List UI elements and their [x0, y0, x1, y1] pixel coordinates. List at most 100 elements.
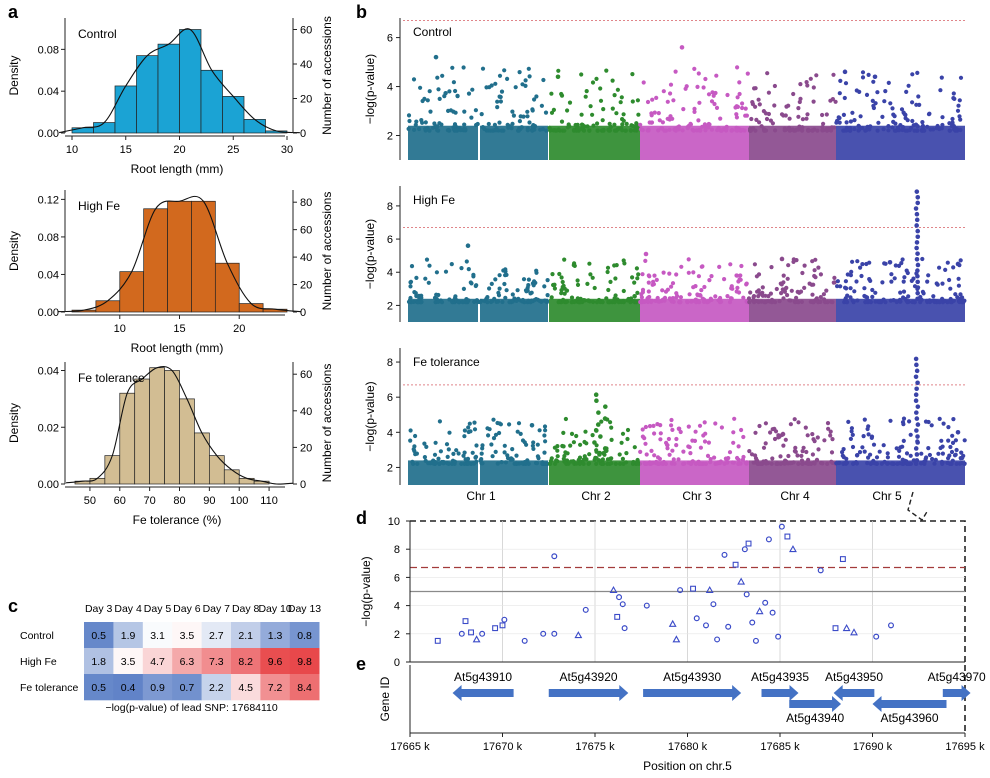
snp-point	[665, 116, 670, 121]
snp-point	[798, 289, 804, 294]
snp-point	[906, 83, 911, 88]
snp-point	[505, 453, 510, 458]
manhattan-title: Fe tolerance	[413, 355, 480, 369]
snp-point	[843, 460, 848, 465]
snp-point	[929, 423, 934, 428]
snp-point	[705, 453, 711, 458]
snp-point	[479, 112, 484, 117]
snp-point	[510, 447, 515, 452]
snp-point	[543, 439, 548, 444]
snp-point	[456, 451, 461, 456]
snp-point	[774, 461, 779, 466]
snp-point	[520, 438, 526, 443]
snp-point	[642, 299, 647, 304]
snp-point	[713, 90, 718, 96]
snp-point	[504, 288, 509, 293]
heatmap-cell-value: 8.2	[238, 656, 253, 668]
snp-point	[636, 272, 641, 277]
snp-point	[848, 286, 853, 291]
panel-letter-a: a	[8, 2, 19, 22]
snp-square-marker	[614, 613, 621, 620]
snp-point	[786, 103, 791, 108]
snp-point	[782, 289, 788, 294]
snp-point	[811, 85, 816, 90]
snp-point	[543, 110, 549, 115]
snp-point	[510, 292, 515, 297]
snp-square-marker	[434, 637, 441, 644]
snp-point	[871, 79, 876, 84]
snp-point	[465, 456, 471, 461]
snp-point	[709, 127, 715, 132]
snp-point	[792, 417, 797, 422]
snp-point	[763, 441, 768, 446]
snp-point	[703, 431, 708, 436]
snp-point	[926, 112, 932, 117]
snp-point	[502, 450, 507, 455]
snp-point	[906, 294, 911, 299]
snp-point	[890, 125, 895, 130]
snp-circle-marker	[714, 636, 721, 643]
gene-label: At5g43920	[559, 670, 617, 684]
snp-point	[741, 454, 746, 460]
snp-point	[453, 88, 458, 94]
snp-point	[638, 449, 643, 454]
snp-point	[434, 124, 439, 129]
snp-point	[820, 461, 825, 466]
snp-point	[843, 297, 848, 302]
x-tick-label: 60	[114, 495, 126, 507]
snp-point	[920, 256, 925, 262]
snp-point	[489, 442, 494, 447]
snp-point	[543, 461, 548, 466]
snp-circle-marker	[582, 606, 589, 613]
snp-point	[579, 72, 584, 77]
density-curve	[58, 28, 300, 134]
snp-point	[692, 298, 697, 303]
peak-snp-point	[915, 404, 921, 409]
snp-point	[812, 273, 817, 279]
snp-circle-marker	[743, 591, 750, 598]
snp-point	[832, 275, 837, 280]
snp-point	[417, 296, 422, 301]
snp-point	[625, 427, 631, 433]
snp-point	[727, 300, 733, 305]
snp-point	[836, 115, 841, 120]
snp-point	[762, 128, 768, 133]
snp-point	[424, 257, 430, 262]
snp-point	[875, 128, 880, 133]
snp-point	[735, 455, 740, 461]
snp-point	[433, 460, 438, 465]
snp-point	[902, 112, 907, 117]
snp-point	[728, 262, 733, 267]
snp-point	[793, 449, 798, 454]
snp-point	[948, 444, 953, 450]
snp-circle-marker	[551, 630, 558, 637]
snp-point	[686, 424, 691, 429]
snp-point	[795, 453, 800, 458]
snp-point	[557, 299, 562, 304]
snp-point	[820, 112, 825, 118]
snp-point	[466, 461, 471, 466]
heatmap-cell	[289, 674, 320, 701]
snp-point	[557, 271, 562, 277]
snp-point	[661, 270, 666, 275]
heatmap-column-label: Day 3	[85, 603, 113, 615]
snp-point	[702, 284, 707, 290]
peak-snp-point	[594, 428, 599, 433]
snp-point	[649, 461, 654, 466]
snp-square-marker	[492, 625, 499, 632]
snp-point	[826, 426, 831, 431]
snp-point	[748, 290, 753, 295]
snp-point	[461, 126, 467, 132]
snp-point	[805, 433, 810, 438]
snp-point	[532, 97, 537, 102]
x-tick-label: 17675 k	[575, 741, 615, 753]
snp-point	[759, 299, 764, 304]
snp-circle-marker	[721, 551, 728, 558]
snp-point	[786, 263, 791, 268]
snp-point	[662, 128, 667, 133]
snp-point	[939, 459, 945, 464]
snp-point	[462, 450, 467, 455]
heatmap-cell	[260, 622, 291, 649]
snp-point	[951, 298, 956, 303]
snp-point	[954, 447, 959, 453]
